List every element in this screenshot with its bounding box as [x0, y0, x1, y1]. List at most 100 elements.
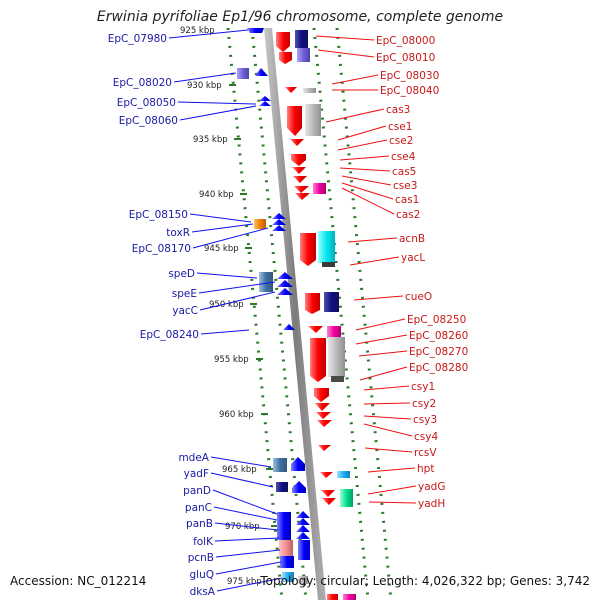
gene-toxR[interactable] — [254, 219, 266, 229]
label-EpC_08250[interactable]: EpC_08250 — [355, 314, 466, 331]
label-EpC_08020[interactable]: EpC_08020 — [113, 72, 237, 89]
gene-cas1b[interactable] — [294, 186, 309, 193]
gene-hpt[interactable] — [320, 472, 333, 478]
gene-bottom-a[interactable] — [327, 594, 338, 600]
label-pcnB[interactable]: pcnB — [188, 549, 281, 564]
gene-EpC_08050[interactable] — [259, 96, 271, 101]
label-cse2[interactable]: cse2 — [337, 135, 413, 151]
gene-EpC_08260[interactable] — [310, 338, 326, 382]
gene-yadF[interactable] — [291, 457, 305, 471]
label-EpC_08050[interactable]: EpC_08050 — [117, 97, 257, 109]
label-EpC_08030[interactable]: EpC_08030 — [331, 70, 439, 85]
gene-acnB[interactable] — [300, 233, 316, 266]
gene-cas5[interactable] — [292, 167, 306, 174]
gene-EpC_08020[interactable] — [237, 68, 249, 79]
label-EpC_08010[interactable]: EpC_08010 — [317, 49, 435, 64]
gene-speD[interactable] — [259, 272, 273, 292]
label-speE[interactable]: speE — [172, 281, 276, 300]
label-csy2[interactable]: csy2 — [363, 398, 436, 410]
label-yadG[interactable]: yadG — [367, 481, 445, 495]
gene-csy2[interactable] — [315, 403, 330, 411]
gene-cueO[interactable] — [305, 293, 320, 314]
gene-cse1[interactable] — [305, 104, 321, 136]
label-panB[interactable]: panB — [186, 518, 279, 531]
label-EpC_08280[interactable]: EpC_08280 — [359, 362, 468, 381]
label-EpC_08240[interactable]: EpC_08240 — [140, 329, 250, 341]
label-csy4[interactable]: csy4 — [363, 423, 438, 443]
gene-EpC_08240[interactable] — [283, 324, 295, 330]
label-speD[interactable]: speD — [168, 268, 258, 280]
gene-dksA-arrow[interactable] — [296, 532, 310, 539]
gene-EpC_08250[interactable] — [327, 326, 341, 338]
label-mdeA[interactable]: mdeA — [178, 452, 272, 468]
gene-EpC_08170[interactable] — [272, 225, 286, 231]
label-yacC[interactable]: yacC — [172, 291, 276, 317]
label-csy3[interactable]: csy3 — [363, 414, 437, 426]
gene-yacL-b[interactable] — [322, 262, 335, 267]
label-EpC_08150[interactable]: EpC_08150 — [129, 209, 252, 223]
label-yadH[interactable]: yadH — [368, 498, 445, 510]
label-yacL[interactable]: yacL — [349, 252, 425, 266]
gene-speEb[interactable] — [277, 280, 293, 287]
gene-yadG[interactable] — [321, 490, 335, 497]
gene-csy4[interactable] — [317, 420, 332, 427]
label-rcsV[interactable]: rcsV — [364, 447, 437, 459]
label-cas2[interactable]: cas2 — [341, 187, 420, 221]
label-EpC_08060[interactable]: EpC_08060 — [119, 105, 257, 127]
gene-pcnB-arrow[interactable] — [296, 518, 310, 525]
gene-rcsV[interactable] — [318, 445, 331, 451]
gene-EpC_08000[interactable] — [276, 32, 290, 52]
label-panD[interactable]: panD — [183, 485, 278, 515]
gene-folK[interactable] — [279, 540, 293, 556]
gene-yadG-b[interactable] — [322, 498, 336, 505]
gene-csy3[interactable] — [316, 412, 331, 419]
label-cueO[interactable]: cueO — [353, 291, 432, 303]
gene-cueO-b[interactable] — [324, 292, 339, 312]
gene-speE[interactable] — [277, 272, 293, 279]
gene-EpC_08040[interactable] — [285, 87, 297, 93]
label-cse1[interactable]: cse1 — [337, 121, 412, 141]
gene-EpC_08150[interactable] — [272, 213, 286, 219]
gene-hpt-b[interactable] — [337, 471, 350, 478]
gene-cas3[interactable] — [287, 106, 302, 136]
gene-EpC_08280[interactable] — [331, 376, 344, 382]
gene-cse3[interactable] — [293, 176, 307, 183]
gene-panC[interactable] — [292, 481, 306, 493]
label-acnB[interactable]: acnB — [347, 233, 425, 245]
gene-EpC_08270[interactable] — [328, 337, 345, 377]
gene-cse4[interactable] — [291, 154, 306, 166]
label-EpC_08260[interactable]: EpC_08260 — [355, 330, 468, 345]
label-EpC_07980[interactable]: EpC_07980 — [108, 29, 249, 45]
label-folK[interactable]: folK — [193, 536, 280, 548]
gene-panD[interactable] — [276, 482, 288, 492]
gene-EpC_07980[interactable] — [247, 28, 264, 33]
gene-EpC_08040b[interactable] — [303, 88, 316, 93]
gene-yacC[interactable] — [277, 288, 293, 295]
gene-cas1[interactable] — [313, 183, 326, 194]
gene-cse2[interactable] — [290, 139, 304, 146]
gene-EpC_08010[interactable] — [295, 30, 308, 48]
label-EpC_08000[interactable]: EpC_08000 — [315, 35, 435, 47]
gene-yacL[interactable] — [318, 231, 335, 263]
label-panC[interactable]: panC — [185, 502, 278, 521]
label-EpC_08170[interactable]: EpC_08170 — [132, 227, 269, 255]
gene-pcnB[interactable] — [280, 556, 294, 568]
gene-cas2[interactable] — [295, 193, 310, 200]
gene-dksA-b[interactable] — [298, 576, 308, 584]
label-dksA[interactable]: dksA — [190, 577, 283, 598]
gene-folK-arrow[interactable] — [296, 511, 310, 518]
gene-dksA[interactable] — [282, 572, 294, 582]
label-cas5[interactable]: cas5 — [339, 166, 416, 178]
label-cas3[interactable]: cas3 — [325, 104, 410, 123]
gene-csy1[interactable] — [314, 388, 329, 402]
gene-EpC_08020b[interactable] — [255, 68, 268, 76]
gene-bottom-b[interactable] — [343, 594, 356, 600]
gene-panB[interactable] — [277, 512, 291, 540]
label-csy1[interactable]: csy1 — [363, 381, 435, 393]
gene-gluQ-arrow[interactable] — [296, 525, 310, 532]
gene-EpC_08060[interactable] — [259, 101, 271, 106]
gene-EpC_08030[interactable] — [279, 52, 292, 64]
gene-mdeA[interactable] — [273, 458, 287, 472]
label-gluQ[interactable]: gluQ — [189, 561, 282, 581]
gene-EpC_08010b[interactable] — [297, 48, 310, 62]
